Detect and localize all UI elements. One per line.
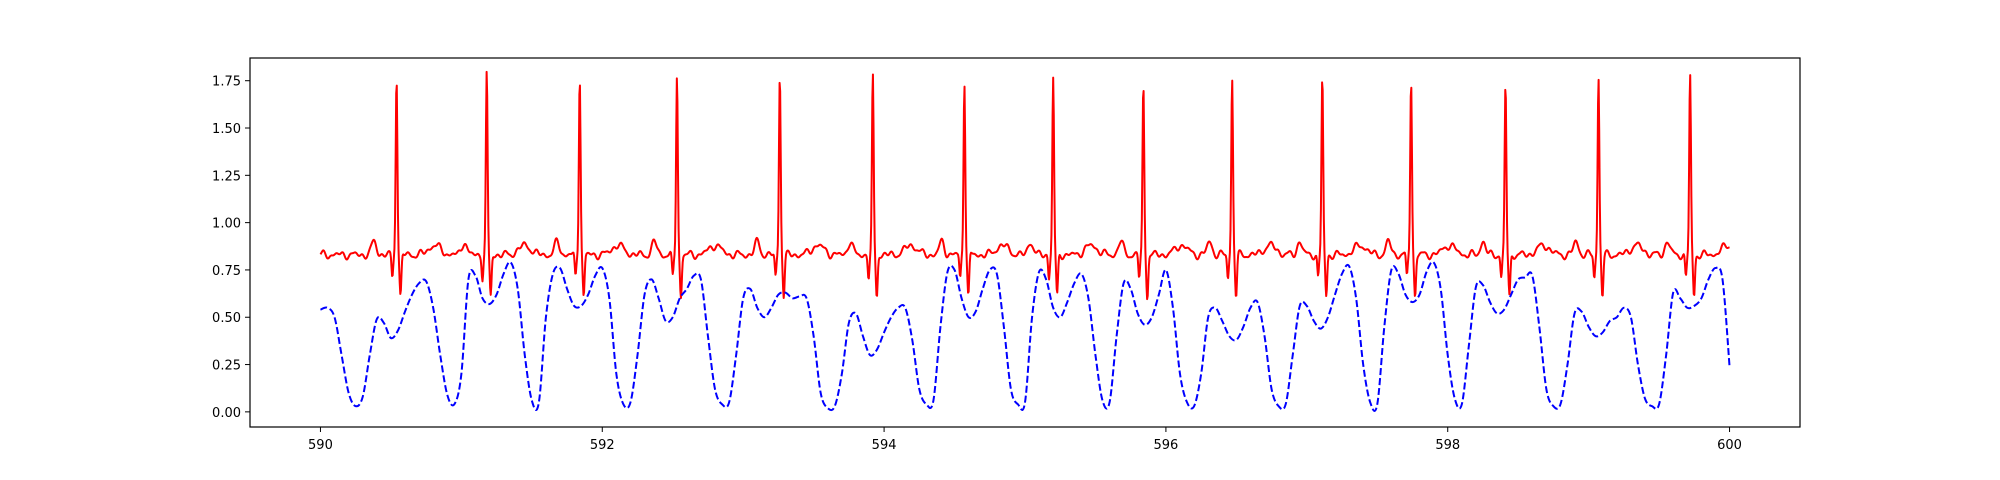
x-tick-label: 596: [1153, 438, 1178, 453]
y-tick-label: 0.50: [212, 311, 241, 326]
series-layer: [319, 70, 1731, 412]
ppg-series-line: [320, 260, 1731, 412]
y-tick-label: 0.00: [212, 406, 241, 421]
y-tick-label: 1.75: [212, 75, 241, 90]
x-tick-label: 590: [308, 438, 333, 453]
x-tick-label: 600: [1717, 438, 1742, 453]
axes-frame: [249, 57, 1801, 428]
ecg-series-line: [319, 70, 1730, 301]
x-axis: 590 592 594 596 598 600: [308, 427, 1742, 453]
y-tick-label: 0.75: [212, 264, 241, 279]
x-tick-label: 594: [872, 438, 897, 453]
y-tick-label: 1.50: [212, 122, 241, 137]
x-tick-label: 592: [590, 438, 615, 453]
y-axis: 0.00 0.25 0.50 0.75 1.00 1.25 1.50 1.75: [212, 75, 250, 421]
x-tick-label: 598: [1435, 438, 1460, 453]
y-tick-label: 1.25: [212, 169, 241, 184]
y-tick-label: 1.00: [212, 217, 241, 232]
plot-area: [249, 57, 1801, 428]
y-tick-label: 0.25: [212, 359, 241, 374]
